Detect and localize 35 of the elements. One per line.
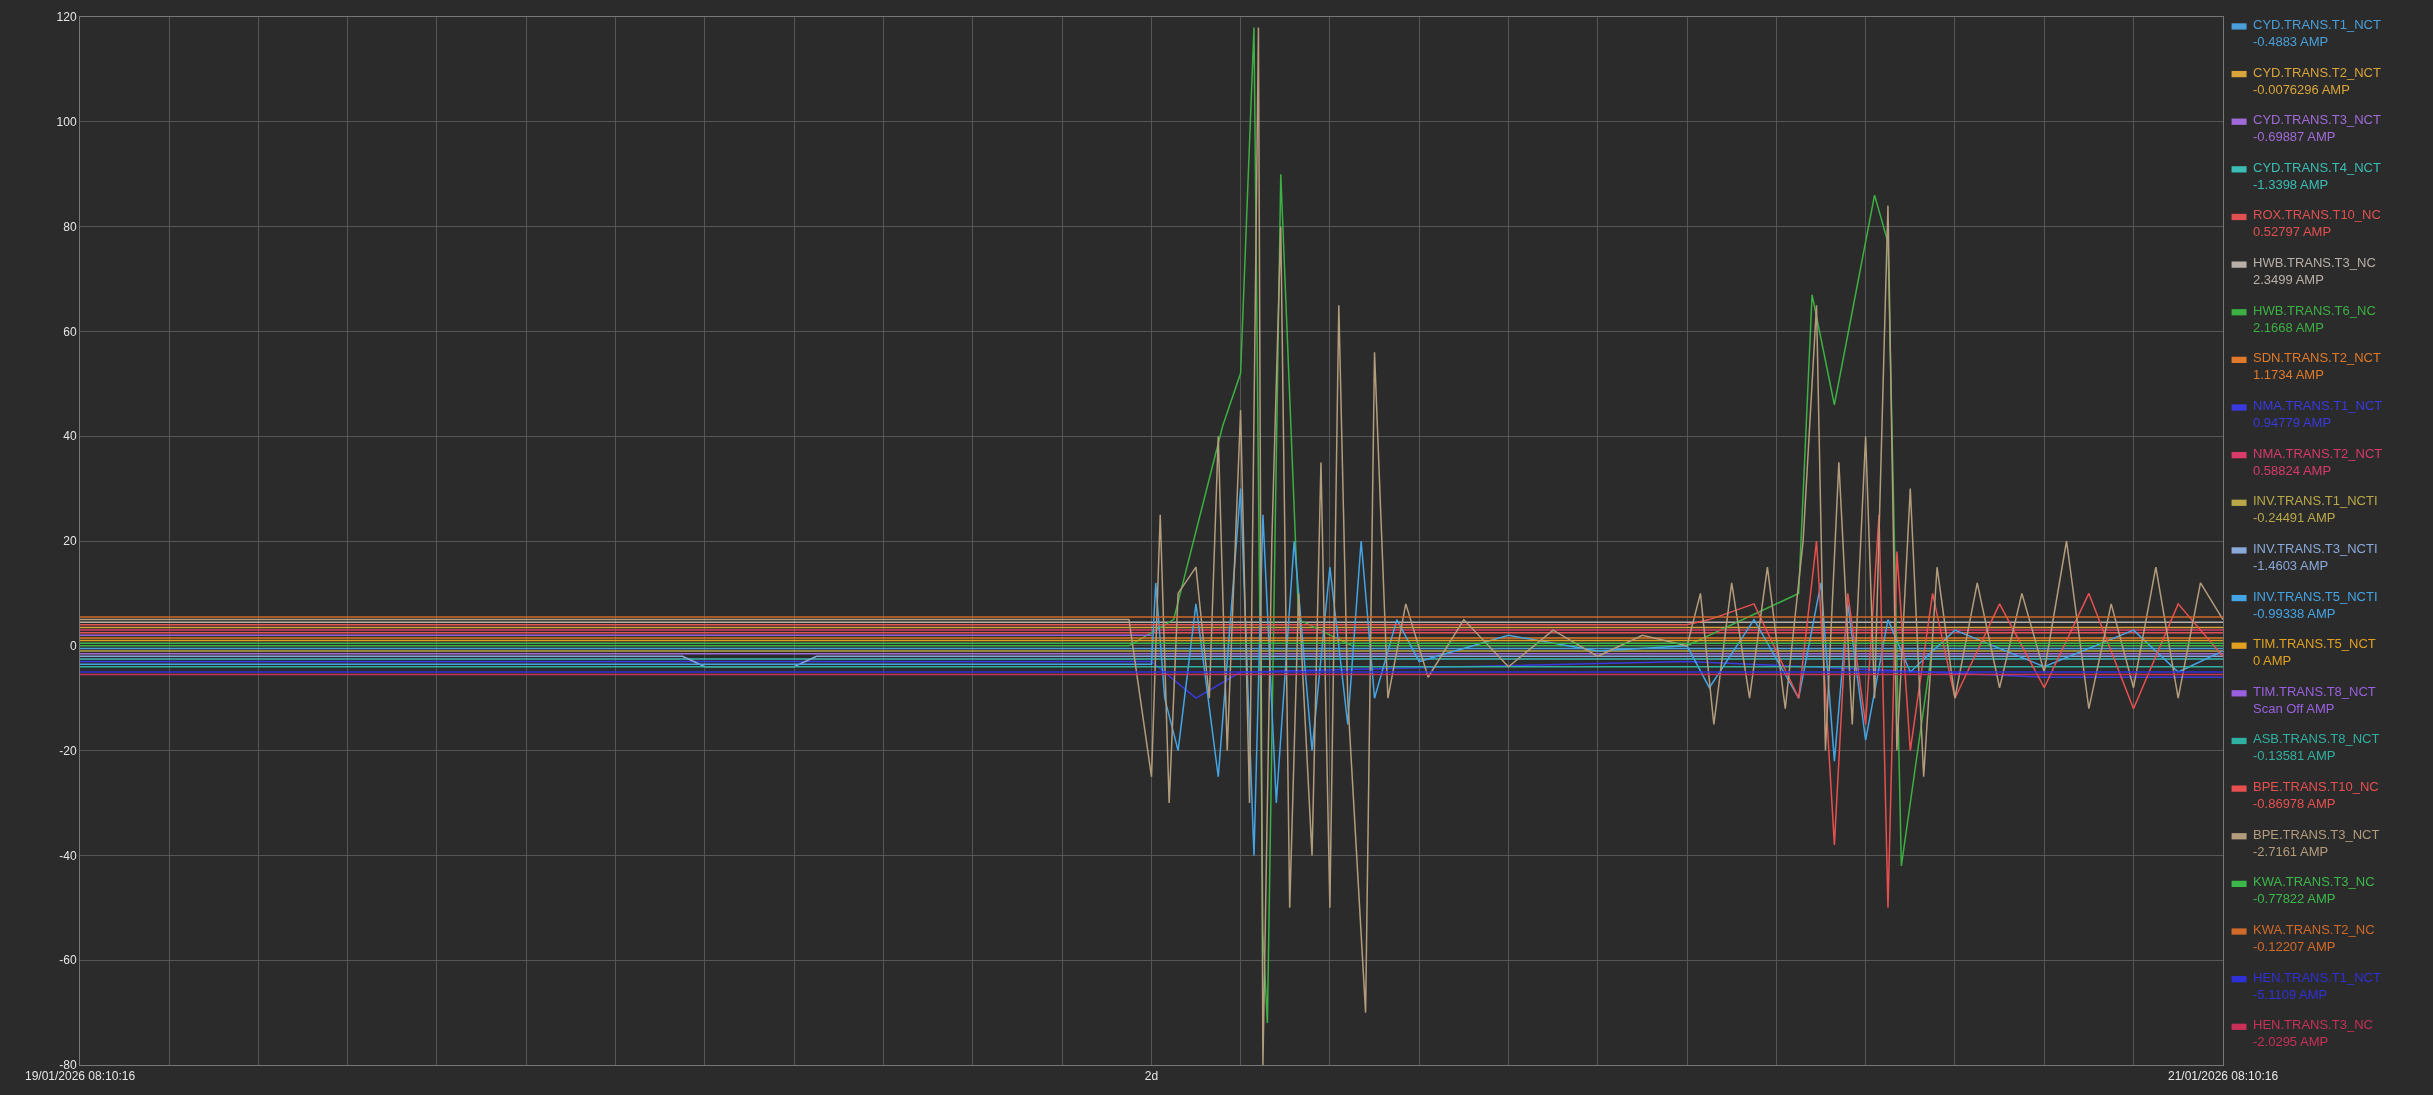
legend-label: NMA.TRANS.T1_NCT 0.94779 AMP xyxy=(2253,398,2383,430)
x-tick-label: 2d xyxy=(1144,1069,1159,1084)
y-tick-label: 40 xyxy=(63,429,77,444)
legend-label: INV.TRANS.T1_NCTI -0.24491 AMP xyxy=(2253,493,2378,525)
y-tick-label: -20 xyxy=(59,743,77,758)
legend-label: TIM.TRANS.T5_NCT 0 AMP xyxy=(2253,636,2376,668)
legend-label: KWA.TRANS.T2_NC -0.12207 AMP xyxy=(2253,922,2375,954)
y-tick-label: 100 xyxy=(56,115,77,129)
x-tick-label: 19/01/2026 08:10:16 xyxy=(24,1069,136,1084)
y-tick-label: -40 xyxy=(59,848,77,863)
y-tick-label: 80 xyxy=(63,219,77,234)
legend-label: ASB.TRANS.T8_NCT -0.13581 AMP xyxy=(2253,731,2380,763)
legend-label: CYD.TRANS.T2_NCT -0.0076296 AMP xyxy=(2253,65,2381,97)
legend-label: CYD.TRANS.T3_NCT -0.69887 AMP xyxy=(2253,112,2381,144)
legend-label: BPE.TRANS.T10_NC -0.86978 AMP xyxy=(2253,779,2379,811)
x-tick-label: 21/01/2026 08:10:16 xyxy=(2167,1069,2279,1084)
legend-label: NMA.TRANS.T2_NCT 0.58824 AMP xyxy=(2253,446,2383,478)
y-tick-label: 20 xyxy=(63,534,77,549)
legend-label: KWA.TRANS.T3_NC -0.77822 AMP xyxy=(2253,874,2375,906)
legend-label: INV.TRANS.T5_NCTI -0.99338 AMP xyxy=(2253,589,2378,621)
legend-label: CYD.TRANS.T4_NCT -1.3398 AMP xyxy=(2253,160,2381,192)
legend-label: HWB.TRANS.T3_NC 2.3499 AMP xyxy=(2253,255,2376,287)
legend-label: CYD.TRANS.T1_NCT -0.4883 AMP xyxy=(2253,17,2381,49)
legend-label: TIM.TRANS.T8_NCT Scan Off AMP xyxy=(2253,684,2376,716)
y-tick-label: 60 xyxy=(63,324,77,339)
legend-label: HWB.TRANS.T6_NC 2.1668 AMP xyxy=(2253,303,2376,335)
legend-label: ROX.TRANS.T10_NC 0.52797 AMP xyxy=(2253,207,2381,239)
legend-label: INV.TRANS.T3_NCTI -1.4603 AMP xyxy=(2253,541,2378,573)
legend-label: HEN.TRANS.T1_NCT -5.1109 AMP xyxy=(2253,970,2381,1002)
y-tick-label: 0 xyxy=(69,639,77,653)
legend-label: SDN.TRANS.T2_NCT 1.1734 AMP xyxy=(2253,350,2381,382)
y-tick-label: 120 xyxy=(56,10,77,25)
legend-label: HEN.TRANS.T3_NC -2.0295 AMP xyxy=(2253,1017,2373,1049)
legend-label: BPE.TRANS.T3_NCT -2.7161 AMP xyxy=(2253,827,2380,859)
y-tick-label: -60 xyxy=(59,953,77,968)
